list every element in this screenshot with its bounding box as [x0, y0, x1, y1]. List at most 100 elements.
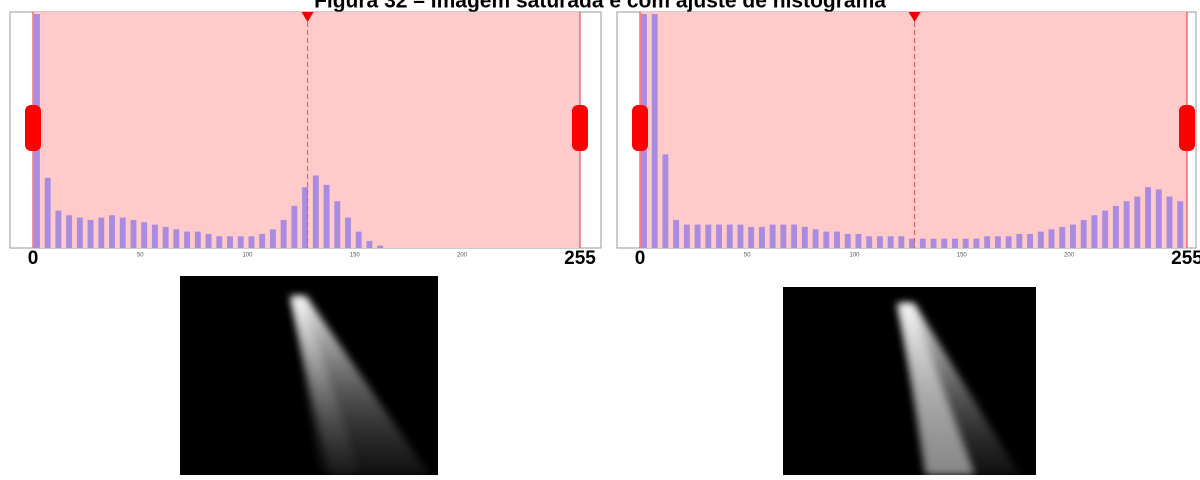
histogram-bar [695, 225, 701, 248]
page: Figura 32 – Imagem saturada e com ajuste… [0, 0, 1200, 475]
histogram-bar [98, 218, 104, 248]
histogram-bar [662, 154, 668, 248]
histogram-bar [45, 178, 51, 248]
histogram-bar [88, 220, 94, 248]
image-left [180, 276, 438, 475]
histogram-bar [120, 218, 126, 248]
end-label: 0 [28, 248, 39, 269]
x-tick-label: 200 [457, 253, 468, 259]
histogram-bar [55, 211, 61, 248]
histogram-bar [366, 241, 372, 248]
histogram-bar [813, 229, 819, 248]
histogram-bar [206, 234, 212, 248]
histogram-bar [259, 234, 265, 248]
histogram-bar [673, 220, 679, 248]
histogram-bar [888, 236, 894, 248]
histogram-bar [1167, 197, 1173, 248]
histogram-bar [716, 225, 722, 248]
histogram-bar [216, 236, 222, 248]
histogram-bar [1006, 236, 1012, 248]
histogram-bar [1016, 234, 1022, 248]
histogram-bar [131, 220, 137, 248]
histogram-bar [184, 232, 190, 248]
histogram-bar [866, 236, 872, 248]
range-handle [25, 105, 41, 151]
histogram-bar [1059, 227, 1065, 248]
histogram-bar [195, 232, 201, 248]
histogram-bar [1091, 215, 1097, 248]
histogram-bar [1102, 211, 1108, 248]
x-tick-label: 50 [744, 253, 751, 259]
histogram-bar [152, 225, 158, 248]
histogram-bar [791, 225, 797, 248]
histogram-bar [281, 220, 287, 248]
histogram-bar [770, 225, 776, 248]
range-handle [632, 105, 648, 151]
figure-title: Figura 32 – Imagem saturada e com ajuste… [314, 0, 886, 13]
figure: Figura 32 – Imagem saturada e com ajuste… [0, 0, 1200, 475]
histogram-bar [845, 234, 851, 248]
end-label: 255 [564, 248, 596, 269]
histogram-bar [1081, 220, 1087, 248]
histogram-bar [141, 222, 147, 248]
histogram-bar [345, 218, 351, 248]
histogram-bar [684, 225, 690, 248]
histogram-bar [963, 239, 969, 248]
x-tick-label: 100 [850, 253, 861, 259]
histogram-bar [738, 225, 744, 248]
histogram-bar [163, 227, 169, 248]
histogram-bar [856, 234, 862, 248]
histogram-panel: 50 100 150 200 0 255 [617, 12, 1200, 269]
histogram-bar [77, 218, 83, 248]
histogram-bar [291, 206, 297, 248]
histogram-bar [652, 14, 658, 248]
end-label: 255 [1171, 248, 1200, 269]
histogram-bar [759, 227, 765, 248]
histogram-bar [941, 239, 947, 248]
image-right [783, 287, 1036, 475]
histogram-bar [249, 236, 255, 248]
histogram-bar [1156, 190, 1162, 249]
histogram-bar [780, 225, 786, 248]
histogram-bar [1134, 197, 1140, 248]
histogram-bar [705, 225, 711, 248]
histogram-bar [727, 225, 733, 248]
histogram-bar [973, 239, 979, 248]
histogram-bar [748, 227, 754, 248]
x-tick-label: 200 [1064, 253, 1075, 259]
histogram-bar [1070, 225, 1076, 248]
histogram-bar [324, 185, 330, 248]
histogram-bar [877, 236, 883, 248]
histogram-bar [109, 215, 115, 248]
histogram-bar [1177, 201, 1183, 248]
histogram-bar [1145, 187, 1151, 248]
histogram-bar [995, 236, 1001, 248]
x-tick-label: 150 [957, 253, 968, 259]
histogram-bar [1124, 201, 1130, 248]
histogram-bar [802, 227, 808, 248]
histogram-bar [920, 239, 926, 248]
histogram-bar [1113, 206, 1119, 248]
histogram-bar [931, 239, 937, 248]
range-handle [572, 105, 588, 151]
histogram-bar [898, 236, 904, 248]
range-handle [1179, 105, 1195, 151]
histogram-bar [334, 201, 340, 248]
histogram-bar [984, 236, 990, 248]
histogram-bar [238, 236, 244, 248]
histogram-bar [1038, 232, 1044, 248]
histogram-bar [1049, 229, 1055, 248]
histogram-bar [270, 229, 276, 248]
histogram-bar [952, 239, 958, 248]
histogram-bar [823, 232, 829, 248]
histogram-bar [227, 236, 233, 248]
histogram-bar [173, 229, 179, 248]
histogram-bar [377, 246, 383, 248]
histogram-bar [313, 175, 319, 248]
end-label: 0 [635, 248, 646, 269]
x-tick-label: 100 [243, 253, 254, 259]
x-tick-label: 150 [350, 253, 361, 259]
histogram-bar [1027, 234, 1033, 248]
histogram-bar [356, 232, 362, 248]
